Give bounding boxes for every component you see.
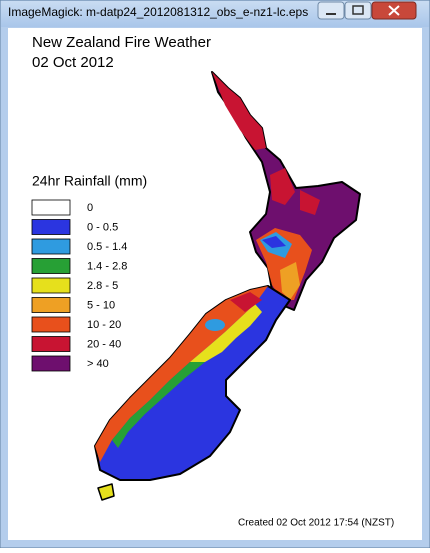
legend-label: 10 - 20: [87, 319, 121, 331]
map-date: 02 Oct 2012: [32, 54, 114, 71]
maximize-button[interactable]: [344, 1, 372, 20]
legend-swatch: [31, 258, 71, 274]
legend-label: 0.5 - 1.4: [87, 241, 127, 253]
legend-title: 24hr Rainfall (mm): [32, 173, 147, 189]
map-canvas: [8, 28, 422, 540]
legend-label: 2.8 - 5: [87, 280, 118, 292]
legend-label: 1.4 - 2.8: [87, 260, 127, 272]
legend-swatch: [31, 219, 71, 235]
legend-swatch: [31, 277, 71, 294]
legend-swatch: [31, 355, 71, 372]
legend-label: 0 - 0.5: [87, 221, 118, 233]
legend-swatch: [31, 336, 71, 352]
legend: 0 0 - 0.5 0.5 - 1.4 1.4 - 2.8 2.8 - 5 5 - 10 1…: [31, 199, 127, 372]
legend-swatch: [31, 316, 71, 333]
legend-label: 5 - 10: [87, 299, 115, 311]
legend-swatch: [31, 238, 71, 255]
map-title: New Zealand Fire Weather: [32, 34, 211, 51]
legend-label: 0: [87, 202, 93, 214]
legend-label: > 40: [87, 358, 109, 370]
legend-swatch: [31, 297, 71, 313]
window-title: ImageMagick: m-datp24_2012081312_obs_e-n…: [8, 5, 308, 19]
footer: Created 02 Oct 2012 17:54 (NZST): [238, 518, 394, 529]
legend-label: 20 - 40: [87, 338, 121, 350]
window-buttons: [317, 1, 417, 20]
legend-swatch: [31, 199, 71, 216]
map: [94, 71, 361, 501]
minimize-button[interactable]: [317, 1, 345, 20]
